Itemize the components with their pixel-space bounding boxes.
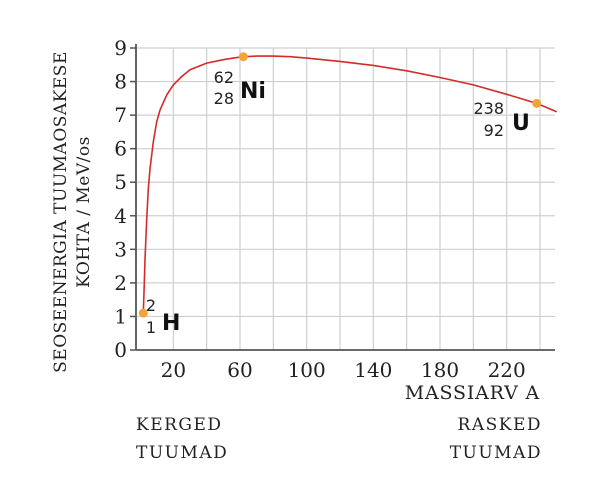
- y-tick-label: 8: [114, 70, 127, 94]
- nuclide-point-u: [532, 98, 542, 108]
- nuclide-symbol: Ni: [240, 79, 266, 104]
- nuclide-symbol: U: [512, 111, 530, 136]
- y-axis-ticks: 0 1 2 3 4 5 6 7 8 9: [114, 36, 136, 362]
- nuclide-charge-number: 28: [214, 89, 234, 108]
- x-axis-label-text: MASSIARV A: [405, 382, 540, 404]
- x-axis-label: MASSIARV A: [405, 382, 540, 404]
- nucleus-group-notes: KERGED TUUMAD RASKED TUUMAD: [136, 415, 542, 463]
- nuclide-charge-number: 1: [146, 318, 156, 337]
- nuclide-mass-number: 62: [214, 68, 234, 87]
- note-line: KERGED: [136, 415, 223, 435]
- note-line: RASKED: [458, 415, 542, 435]
- nuclide-symbol: H: [162, 311, 180, 336]
- y-tick-label: 9: [114, 36, 127, 60]
- y-tick-label: 2: [114, 271, 127, 295]
- binding-energy-curve: [142, 55, 558, 314]
- x-tick-label: 180: [421, 358, 459, 382]
- x-axis-ticks: 20 60 100 140 180 220: [161, 358, 526, 382]
- y-tick-label: 6: [114, 137, 127, 161]
- curve-line: [142, 55, 558, 314]
- y-tick-label: 5: [114, 170, 127, 194]
- note-line: TUUMAD: [450, 443, 542, 463]
- y-tick-label: 7: [114, 103, 127, 127]
- y-axis-label-line: SEOSEENERGIA TUUMAOSAKESE: [51, 51, 71, 373]
- x-tick-label: 140: [354, 358, 392, 382]
- nuclide-mass-number: 238: [473, 99, 504, 118]
- x-tick-label: 220: [488, 358, 526, 382]
- nuclide-point-ni: [238, 52, 248, 62]
- nuclide-mass-number: 2: [146, 296, 156, 315]
- y-tick-label: 0: [114, 338, 127, 362]
- x-tick-label: 60: [227, 358, 252, 382]
- chart-grid: [136, 47, 555, 350]
- y-axis-label-line: KOHTA / MeV/os: [74, 136, 94, 288]
- x-tick-label: 20: [161, 358, 186, 382]
- y-tick-label: 1: [114, 304, 127, 328]
- chart-axes: [135, 44, 555, 351]
- nuclide-labels: 2 1 H 62 28 Ni 238 92 U: [146, 68, 530, 337]
- y-axis-label: SEOSEENERGIA TUUMAOSAKESE KOHTA / MeV/os: [51, 51, 94, 373]
- nuclide-points: [138, 52, 542, 318]
- y-tick-label: 3: [114, 237, 127, 261]
- note-line: TUUMAD: [136, 443, 228, 463]
- nuclide-point-h: [138, 308, 148, 318]
- y-tick-label: 4: [114, 204, 127, 228]
- nuclide-charge-number: 92: [484, 121, 504, 140]
- x-tick-label: 100: [288, 358, 326, 382]
